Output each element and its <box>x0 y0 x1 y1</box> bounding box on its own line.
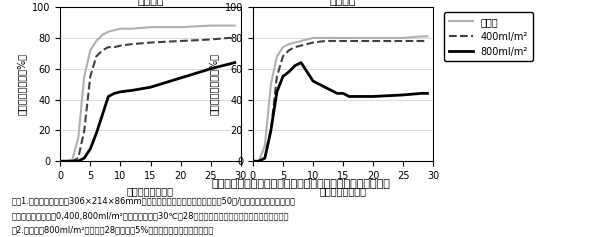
Text: 注）1.穴あきコンテナ（306×214×86mm）にクロボク土壌を充填し、種子を50粒/コンテナ播種後、焼酎廃: 注）1.穴あきコンテナ（306×214×86mm）にクロボク土壌を充填し、種子を… <box>12 197 296 206</box>
400ml/m² <box>297 44 305 47</box>
400ml/m² <box>267 129 275 132</box>
400ml/m² <box>291 46 299 49</box>
無処理 <box>249 160 256 163</box>
400ml/m² <box>249 160 256 163</box>
無処理 <box>340 36 347 39</box>
400ml/m² <box>424 40 431 42</box>
400ml/m² <box>321 40 329 42</box>
800ml/m² <box>334 92 341 95</box>
X-axis label: 播種後日数（日）: 播種後日数（日） <box>127 187 174 196</box>
400ml/m² <box>279 55 287 58</box>
無処理 <box>291 41 299 44</box>
無処理 <box>424 35 431 38</box>
400ml/m² <box>334 40 341 42</box>
800ml/m² <box>418 92 425 95</box>
400ml/m² <box>340 40 347 42</box>
800ml/m² <box>340 92 347 95</box>
Title: アオビユ: アオビユ <box>330 0 356 6</box>
無処理 <box>346 36 353 39</box>
Text: 液由来濃縮液を0,400,800ml/m²相当表面散布し30℃で28日間発生雑草数を調査した。１区４反復。: 液由来濃縮液を0,400,800ml/m²相当表面散布し30℃で28日間発生雑草… <box>12 211 290 220</box>
無処理 <box>303 38 311 41</box>
無処理 <box>285 43 293 46</box>
無処理 <box>334 36 341 39</box>
800ml/m² <box>285 70 293 73</box>
400ml/m² <box>370 40 377 42</box>
Line: 800ml/m²: 800ml/m² <box>253 63 427 161</box>
Y-axis label: 生存個体数割合（%）: 生存個体数割合（%） <box>209 53 219 115</box>
無処理 <box>261 144 268 147</box>
800ml/m² <box>297 61 305 64</box>
400ml/m² <box>255 160 262 163</box>
400ml/m² <box>309 41 317 44</box>
無処理 <box>255 160 262 163</box>
Text: 図１濃縮液散布量がメヒシバ、アオビユの出芽に与える影響: 図１濃縮液散布量がメヒシバ、アオビユの出芽に与える影響 <box>211 179 391 189</box>
Line: 無処理: 無処理 <box>253 36 427 161</box>
X-axis label: 播種後日数（日）: 播種後日数（日） <box>320 187 367 196</box>
無処理 <box>400 36 407 39</box>
無処理 <box>279 46 287 49</box>
無処理 <box>321 36 329 39</box>
800ml/m² <box>279 75 287 78</box>
800ml/m² <box>346 95 353 98</box>
400ml/m² <box>261 157 268 160</box>
400ml/m² <box>285 49 293 52</box>
800ml/m² <box>249 160 256 163</box>
400ml/m² <box>346 40 353 42</box>
800ml/m² <box>400 94 407 96</box>
Y-axis label: 生存個体数割合（%）: 生存個体数割合（%） <box>16 53 26 115</box>
800ml/m² <box>291 64 299 67</box>
無処理 <box>297 40 305 42</box>
Legend: 無処理, 400ml/m², 800ml/m²: 無処理, 400ml/m², 800ml/m² <box>444 12 533 61</box>
無処理 <box>273 55 281 58</box>
Title: メヒシバ: メヒシバ <box>137 0 164 6</box>
800ml/m² <box>273 91 281 93</box>
無処理 <box>267 83 275 86</box>
Text: 2.無処理と800ml/m²の間には28日目まで5%水準で有意差が認められた。: 2.無処理と800ml/m²の間には28日目まで5%水準で有意差が認められた。 <box>12 225 214 234</box>
800ml/m² <box>309 80 317 82</box>
800ml/m² <box>321 86 329 89</box>
800ml/m² <box>303 70 311 73</box>
無処理 <box>309 36 317 39</box>
Line: 400ml/m²: 400ml/m² <box>253 41 427 161</box>
無処理 <box>370 36 377 39</box>
400ml/m² <box>418 40 425 42</box>
400ml/m² <box>400 40 407 42</box>
800ml/m² <box>370 95 377 98</box>
400ml/m² <box>303 43 311 46</box>
800ml/m² <box>261 157 268 160</box>
800ml/m² <box>424 92 431 95</box>
400ml/m² <box>273 75 281 78</box>
800ml/m² <box>255 160 262 163</box>
無処理 <box>418 35 425 38</box>
800ml/m² <box>267 129 275 132</box>
